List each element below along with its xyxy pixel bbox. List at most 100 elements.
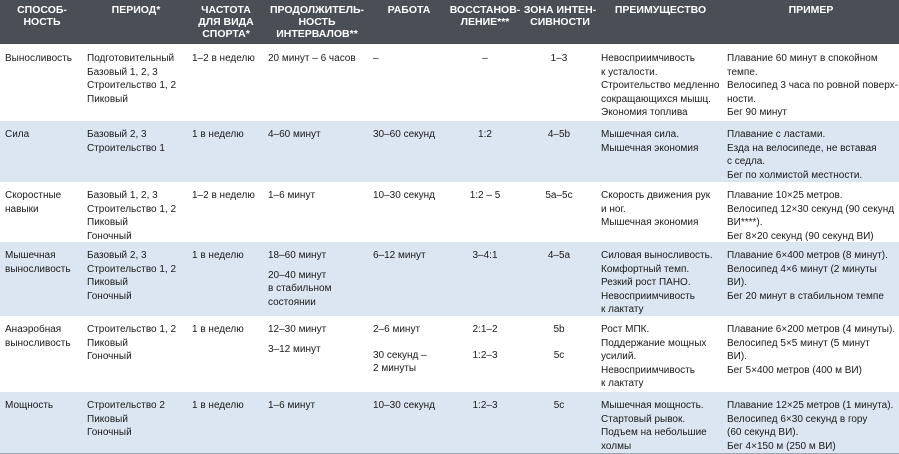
header-example: ПРИМЕР [788, 4, 834, 16]
cell-line: навыки [5, 203, 39, 215]
cell-line: 4–5a [547, 250, 571, 261]
cell-line: Велосипед 5×5 минут (5 минут [727, 337, 870, 349]
cell-duration: 12–30 минут 3–12 минут [268, 323, 368, 356]
cell-line: Гоночный [87, 230, 132, 242]
cell-line: 30–60 секунд [373, 129, 435, 140]
table-row: Выносливость Подготовительный Базовый 1, 2… [0, 45, 899, 122]
cell-line: Бег по холмистой местности. [727, 169, 863, 181]
cell-benefit: Невосприимчивость к усталости. Строительст… [601, 52, 721, 120]
cell-frequency: 1 в неделю [192, 128, 262, 142]
cell-line: 5c [553, 400, 565, 411]
cell-line: Мышечная сила. [601, 129, 680, 140]
cell-work: 2–6 минут 30 секунд – 2 минуты [373, 323, 448, 376]
cell-example: Плавание 6×200 метров (4 минуты). Велосип… [727, 323, 897, 377]
cell-line: Комфортный темп. [601, 263, 690, 275]
cell-line: (60 секунд ВИ). [727, 427, 799, 439]
header-period: ПЕРИОД* [111, 4, 161, 16]
cell-line: 1–3 [550, 53, 568, 64]
cell-line: Бег 20 минут в стабильном темпе [727, 290, 884, 302]
cell-frequency: 1–2 в неделю [192, 189, 262, 203]
cell-line: Строительство 1, 2 [87, 263, 177, 275]
header-frequency: ЧАСТОТА ДЛЯ ВИДА СПОРТА* [198, 4, 254, 40]
cell-line: Пиковый [87, 93, 128, 105]
cell-line: с седла. [727, 156, 766, 168]
cell-line: Строительство медленно [601, 80, 720, 92]
cell-line: Строительство 2 [87, 400, 165, 411]
cell-example: Плавание 6×400 метров (8 минут). Велосипе… [727, 249, 897, 303]
cell-line: Невосприимчивость [601, 53, 695, 64]
cell-line: Пиковый [87, 337, 128, 349]
cell-period: Подготовительный Базовый 1, 2, 3 Строитель… [87, 52, 187, 106]
cell-line: Скорость движения рук [601, 190, 711, 201]
cell-work: 30–60 секунд [373, 128, 448, 142]
cell-line: 1 в неделю [192, 324, 244, 335]
cell-line: 5b [553, 324, 565, 335]
cell-line: к лактату [601, 378, 644, 390]
cell-line: Бег 8×20 секунд (90 секунд ВИ) [727, 230, 874, 242]
cell-line: 1:2 – 5 [469, 190, 501, 201]
cell-benefit: Скорость движения рук и ног. Мышечная экон… [601, 189, 721, 230]
cell-zone: 4–5a [522, 249, 596, 263]
header-recovery: ВОССТАНОВ- ЛЕНИЕ*** [449, 4, 521, 28]
cell-line: и ног. [601, 203, 626, 215]
cell-line: 6–12 минут [373, 250, 426, 261]
cell-zone: 5b 5c [522, 323, 596, 362]
cell-line: Велосипед 6×30 секунд в гору [727, 413, 868, 425]
cell-zone: 5c [522, 399, 596, 413]
cell-line: Экономия топлива [601, 107, 688, 119]
cell-line: Пиковый [87, 277, 128, 289]
cell-ability: Сила [5, 128, 80, 142]
cell-line: Пиковый [87, 413, 128, 425]
cell-line: 10–30 секунд [373, 400, 435, 411]
cell-line: 1:2 [478, 129, 492, 140]
cell-line: Гоночный [87, 351, 132, 363]
cell-line: состоянии [268, 296, 316, 308]
cell-line: 2 минуты [373, 363, 417, 375]
cell-example: Плавание 12×25 метров (1 минута). Велосип… [727, 399, 897, 453]
cell-line: Гоночный [87, 290, 132, 302]
cell-line: выносливость [5, 263, 71, 275]
cell-line: Стартовый рывок. [601, 413, 686, 425]
cell-recovery: 3–4:1 [452, 249, 518, 263]
cell-ability: Выносливость [5, 52, 80, 66]
cell-frequency: 1 в неделю [192, 249, 262, 263]
cell-zone: 1–3 [522, 52, 596, 66]
cell-ability: Скоростные навыки [5, 189, 80, 216]
cell-line: Строительство 1 [87, 142, 165, 154]
cell-example: Плавание 10×25 метров. Велосипед 12×30 се… [727, 189, 897, 243]
cell-line: 3–12 минут [268, 343, 321, 355]
cell-line: Езда на велосипеде, не вставая [727, 142, 877, 154]
cell-line: ВИ). [727, 277, 747, 289]
cell-example: Плавание с ластами. Езда на велосипеде, н… [727, 128, 897, 182]
cell-line: Гоночный [87, 427, 132, 439]
cell-line: Строительство 1, 2 [87, 203, 177, 215]
cell-line: Плавание 12×25 метров (1 минута). [727, 400, 894, 411]
cell-recovery: 1:2–3 [452, 399, 518, 413]
cell-line: 20–40 минут [268, 269, 327, 281]
cell-line: Строительство 1, 2 [87, 324, 177, 335]
cell-recovery: 1:2 [452, 128, 518, 142]
cell-period: Базовый 1, 2, 3 Строительство 1, 2 Пиковый… [87, 189, 187, 243]
cell-line: 1:2–3 [472, 400, 498, 411]
cell-work: 6–12 минут [373, 249, 448, 263]
cell-work: 10–30 секунд [373, 399, 448, 413]
cell-line: Плавание 60 минут в спокойном [727, 53, 878, 64]
cell-line: ВИ). [727, 351, 747, 363]
cell-line: 1–6 минут [268, 400, 316, 411]
cell-line: 1–6 минут [268, 190, 316, 201]
cell-line: Мышечная экономия [601, 217, 699, 229]
cell-frequency: 1 в неделю [192, 323, 262, 337]
cell-line: усилий. [601, 351, 637, 363]
cell-line: 5a–5c [545, 190, 573, 201]
cell-frequency: 1 в неделю [192, 399, 262, 413]
cell-duration: 4–60 минут [268, 128, 368, 142]
cell-line: Силовая выносливость. [601, 250, 713, 261]
cell-line: холмы [601, 440, 632, 452]
cell-line: 1 в неделю [192, 129, 244, 140]
header-ability: СПОСОБ- НОСТЬ [17, 4, 67, 28]
table-row: Мощность Строительство 2 Пиковый Гоночный 1 … [0, 392, 899, 454]
cell-line: Мощность [5, 400, 54, 411]
cell-line: 5c [553, 349, 565, 361]
cell-line: Велосипед 12×30 секунд (90 секунд [727, 203, 895, 215]
